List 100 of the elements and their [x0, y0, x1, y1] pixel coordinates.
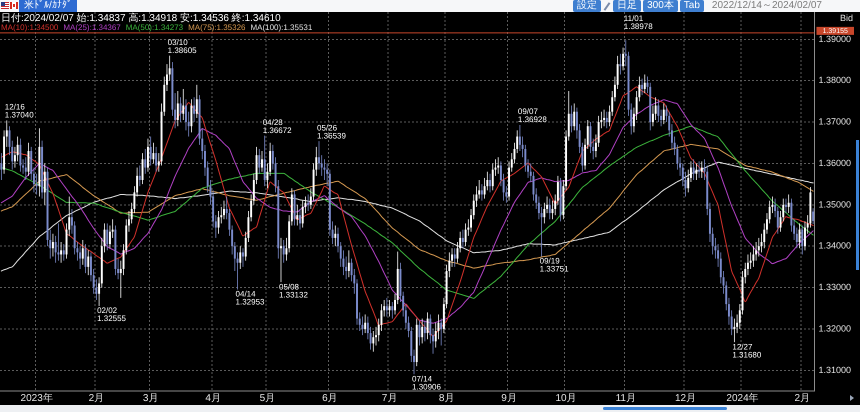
candlestick	[299, 208, 301, 230]
candlestick	[657, 98, 660, 122]
candlestick	[348, 250, 350, 278]
text: 07/14 1.30906	[412, 374, 441, 392]
y-tick-label: 1.31000	[818, 364, 852, 375]
candlestick	[388, 300, 391, 317]
text: 02/02 1.32555	[97, 306, 126, 324]
candlestick	[264, 135, 266, 187]
candlestick	[692, 158, 695, 180]
annotation: 日付:2024/02/07 始:1.34837 高:1.34918 安:1.34536 終:1.34610	[1, 12, 282, 24]
candlestick	[242, 248, 244, 268]
x-tick-label: 11月	[616, 392, 636, 404]
candlestick	[307, 194, 310, 212]
candlestick	[641, 78, 644, 96]
candlestick	[302, 200, 304, 228]
y-tick-label: 1.39000	[818, 34, 852, 44]
candlestick	[218, 210, 220, 234]
candlestick	[79, 246, 82, 270]
text: 11/01 1.38978	[624, 14, 653, 32]
candlestick	[497, 156, 500, 174]
candlestick	[733, 318, 736, 343]
candlestick	[603, 109, 606, 127]
x-tick-label: 2023年	[20, 392, 53, 404]
candlestick	[364, 314, 366, 334]
candlestick	[788, 194, 790, 214]
candlestick	[480, 184, 483, 202]
text: 12/27 1.31680	[732, 342, 762, 360]
candlestick	[464, 223, 467, 247]
text: 09/07 1.36928	[518, 107, 547, 124]
text: 05/26 1.36539	[317, 123, 346, 140]
text: 04/28 1.36672	[262, 118, 292, 135]
line-series	[0, 126, 814, 299]
candlestick	[82, 240, 84, 266]
y-tick-label: 1.38000	[818, 75, 852, 86]
text: 09/19 1.33751	[540, 256, 569, 274]
x-tick-label: 10月	[555, 392, 577, 404]
candlestick	[606, 111, 608, 129]
y-tick-label: 1.33000	[818, 282, 852, 292]
candlestick	[758, 238, 760, 257]
candlestick	[426, 312, 429, 340]
x-tick-label: 2月	[88, 392, 104, 404]
candlestick	[261, 150, 263, 172]
text: MA(75):1.35326	[188, 23, 246, 32]
candlestick	[391, 302, 394, 319]
text: 300本	[643, 0, 678, 12]
candlestick	[784, 198, 787, 214]
candlestick	[52, 233, 54, 257]
candlestick	[334, 225, 336, 247]
text: Tab	[680, 0, 704, 12]
candlestick	[24, 156, 27, 180]
candlestick	[176, 90, 179, 127]
y-tick-label: 1.34000	[818, 240, 852, 251]
chart-subtitle: 2022/12/14～2024/02/07	[712, 0, 822, 12]
candlestick	[44, 163, 46, 206]
text: MA(50):1.34273	[126, 23, 184, 32]
text: 05/08 1.33132	[278, 282, 308, 300]
x-tick-label: 6月	[322, 392, 338, 404]
candlestick	[60, 242, 62, 264]
line-series	[0, 162, 814, 272]
x-tick-label: 4月	[205, 392, 221, 404]
candlestick	[421, 318, 424, 344]
candlestick	[573, 103, 576, 131]
text: 12/16 1.37040	[4, 102, 34, 120]
candlestick	[193, 96, 196, 122]
candlestick	[296, 204, 298, 226]
y-tick-label: 1.35000	[818, 199, 852, 210]
candlestick	[361, 316, 364, 336]
x-tick-label: 7月	[382, 392, 398, 404]
candlestick	[190, 98, 192, 133]
candlestick	[0, 152, 2, 180]
x-tick-label: 5月	[260, 392, 276, 404]
x-tick-label: 2024年	[726, 392, 759, 404]
text: 04/14 1.32953	[236, 290, 264, 307]
x-tick-label: 12月	[674, 392, 696, 404]
candlestick	[142, 152, 144, 185]
y-tick-label: 1.32000	[818, 323, 852, 334]
candlestick	[84, 244, 86, 274]
candlestick	[223, 200, 225, 220]
candlestick	[698, 160, 700, 178]
x-tick-label: 8月	[438, 392, 454, 404]
candlestick	[196, 84, 198, 118]
candlestick	[138, 165, 141, 187]
y-tick-label: 1.36000	[818, 158, 852, 168]
x-tick-label: 9月	[501, 392, 517, 404]
candlestick	[180, 96, 182, 122]
candlestick	[372, 330, 374, 352]
candlestick	[62, 244, 65, 262]
candlestick	[812, 208, 814, 224]
y-axis-title: Bid	[840, 12, 853, 23]
text: 日足	[613, 0, 642, 12]
candlestick	[28, 142, 30, 176]
chart-title: 米ﾄﾞﾙ/ｶﾅﾀﾞ	[19, 0, 77, 12]
candlestick	[57, 223, 60, 262]
candlestick	[424, 320, 426, 342]
candlestick	[150, 136, 152, 166]
candlestick	[570, 105, 572, 133]
candlestick	[700, 160, 703, 178]
candlestick	[418, 320, 420, 346]
candlestick	[644, 74, 646, 94]
text: MA(25):1.34367	[63, 23, 122, 32]
